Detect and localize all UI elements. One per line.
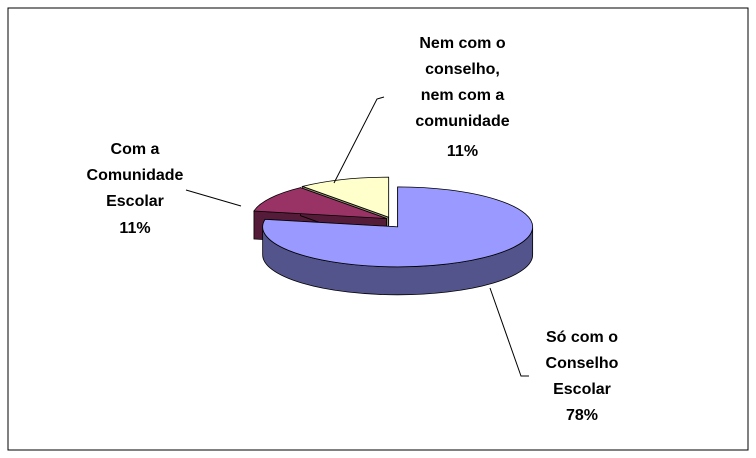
- pie: [253, 176, 534, 296]
- pie-slice: [253, 187, 387, 219]
- leader-line: [333, 96, 385, 184]
- pie-slice: [262, 186, 534, 268]
- slice-value-label: 11%: [446, 143, 479, 160]
- slice-label: Só com o Conselho Escolar: [545, 329, 619, 398]
- leader-line: [185, 189, 242, 207]
- slice-label: Nem com o conselho, nem com a comunidade: [415, 35, 510, 130]
- leader-line: [489, 287, 529, 377]
- pie-slice: [301, 176, 390, 218]
- slice-value-label: 78%: [565, 407, 599, 424]
- slice-label: Com a Comunidade Escolar: [86, 141, 184, 210]
- slice-value-label: 11%: [119, 220, 151, 237]
